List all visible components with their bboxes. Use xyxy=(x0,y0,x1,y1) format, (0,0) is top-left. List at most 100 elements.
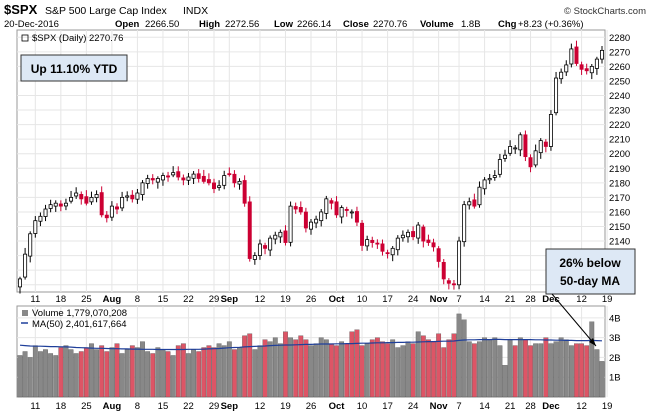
x-tick-label: 14 xyxy=(479,294,490,305)
price-tick-label: 2170 xyxy=(609,193,630,204)
header-low-value: 2266.14 xyxy=(297,19,331,30)
candle-body xyxy=(242,180,247,204)
volume-bar xyxy=(22,351,28,398)
volume-bar xyxy=(252,349,258,398)
volume-bar xyxy=(334,345,339,398)
volume-bar xyxy=(477,341,482,398)
header-chg-value: +8.23 (+0.36%) xyxy=(518,19,584,30)
x-tick-label: 28 xyxy=(525,401,536,412)
ma50-line xyxy=(19,338,603,351)
candle-body xyxy=(283,230,288,243)
volume-tick-label: 3B xyxy=(609,333,621,344)
volume-bar xyxy=(323,339,329,398)
volume-bar xyxy=(584,345,590,398)
candle-body xyxy=(217,185,222,188)
volume-bar xyxy=(58,347,64,398)
header-volume-label: Volume xyxy=(420,19,454,30)
candle-body xyxy=(79,194,84,200)
volume-bar xyxy=(380,341,385,398)
candle-body xyxy=(69,196,74,202)
x-tick-label: Aug xyxy=(103,294,122,305)
candle-body xyxy=(206,179,211,184)
candle-body xyxy=(380,243,385,252)
volume-bar xyxy=(420,335,426,398)
volume-bar xyxy=(359,345,365,398)
volume-callout-line2: 50-day MA xyxy=(560,274,620,288)
x-tick-label: Nov xyxy=(430,401,449,412)
volume-bar xyxy=(43,349,48,398)
volume-callout-line1: 26% below xyxy=(559,256,621,270)
volume-bar xyxy=(99,345,105,398)
candle-body xyxy=(176,171,181,178)
volume-bar xyxy=(206,345,212,398)
candle-body xyxy=(462,204,467,243)
candle-body xyxy=(109,205,114,218)
candle-body xyxy=(140,182,145,196)
volume-bar xyxy=(339,341,345,398)
candle-body xyxy=(477,186,482,206)
volume-bar xyxy=(374,337,380,398)
volume-bar xyxy=(237,347,242,398)
x-tick-label: 26 xyxy=(306,401,317,412)
header-high-label: High xyxy=(199,19,220,30)
candle-body xyxy=(145,178,150,184)
volume-bar xyxy=(114,343,120,398)
volume-bar xyxy=(104,351,110,398)
candle-body xyxy=(533,150,538,166)
volume-bar xyxy=(135,347,140,398)
price-tick-label: 2190 xyxy=(609,164,630,175)
volume-bar xyxy=(196,351,202,398)
volume-bar xyxy=(119,353,125,398)
volume-bar xyxy=(574,343,579,398)
x-tick-label: 22 xyxy=(183,401,194,412)
candle-body xyxy=(309,221,313,230)
x-tick-label: 21 xyxy=(505,294,516,305)
candle-body xyxy=(559,71,564,80)
header-date: 20-Dec-2016 xyxy=(4,19,59,30)
volume-bar xyxy=(165,351,171,398)
header-close-label: Close xyxy=(343,19,369,30)
price-tick-label: 2140 xyxy=(609,237,630,248)
candle-body xyxy=(589,65,594,74)
ytd-annotation: Up 11.10% YTD xyxy=(20,54,128,82)
candle-body xyxy=(513,147,518,150)
x-tick-label: 18 xyxy=(56,294,67,305)
volume-bar xyxy=(492,337,498,398)
volume-bar xyxy=(89,343,94,398)
candle-body xyxy=(349,211,354,214)
volume-bar xyxy=(558,337,564,398)
volume-bar xyxy=(303,339,309,398)
candle-body xyxy=(390,247,395,256)
x-tick-label: 15 xyxy=(158,401,169,412)
candle-body xyxy=(360,222,365,246)
candle-body xyxy=(538,140,543,154)
volume-bar xyxy=(180,343,186,398)
candle-body xyxy=(600,49,604,60)
price-tick-label: 2240 xyxy=(609,91,630,102)
volume-bar xyxy=(318,337,324,398)
candle-body xyxy=(263,245,268,249)
volume-bar xyxy=(145,351,151,398)
volume-bar xyxy=(471,343,477,398)
candle-body xyxy=(426,239,431,243)
volume-bar xyxy=(247,333,253,398)
volume-bar xyxy=(53,355,59,398)
candle-body xyxy=(574,46,579,64)
volume-bar xyxy=(589,321,595,398)
volume-bar xyxy=(48,353,54,398)
volume-bar xyxy=(456,313,462,398)
candle-body xyxy=(554,77,559,114)
candle-body xyxy=(232,173,237,184)
volume-bar xyxy=(211,347,217,398)
x-tick-label: 29 xyxy=(209,401,220,412)
volume-bar xyxy=(594,349,600,398)
x-tick-label: 8 xyxy=(135,401,140,412)
x-tick-label: 7 xyxy=(456,401,461,412)
candle-body xyxy=(89,196,94,203)
candle-body xyxy=(43,208,48,217)
volume-bar xyxy=(78,351,84,398)
volume-bar xyxy=(599,361,605,398)
candle-body xyxy=(160,175,165,181)
volume-bar xyxy=(502,365,508,398)
volume-bar xyxy=(226,341,232,398)
